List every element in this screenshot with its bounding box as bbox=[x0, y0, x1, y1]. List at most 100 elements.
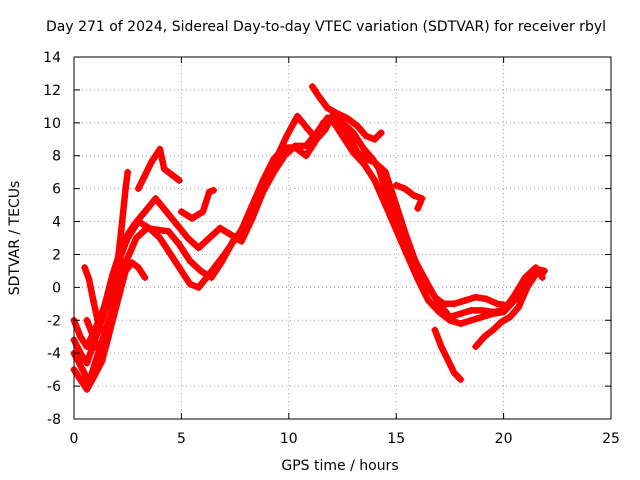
data-point bbox=[332, 109, 340, 117]
x-axis-label: GPS time / hours bbox=[281, 458, 398, 474]
y-tick-label: -2 bbox=[47, 313, 61, 329]
data-point bbox=[497, 318, 505, 326]
data-point bbox=[540, 267, 548, 275]
series-track-5 bbox=[83, 259, 149, 357]
data-point bbox=[111, 283, 119, 291]
data-point bbox=[109, 316, 117, 324]
y-tick-label: 8 bbox=[52, 149, 61, 165]
data-point bbox=[143, 224, 151, 232]
data-point bbox=[98, 326, 106, 334]
series-track-7 bbox=[134, 145, 183, 193]
data-point bbox=[154, 226, 162, 234]
data-point bbox=[482, 295, 490, 303]
data-point bbox=[457, 310, 465, 318]
series-track-10 bbox=[392, 181, 426, 212]
data-point bbox=[83, 343, 91, 351]
data-point bbox=[98, 357, 106, 365]
data-point bbox=[375, 165, 383, 173]
grid bbox=[74, 57, 611, 419]
data-point bbox=[360, 145, 368, 153]
y-tick-label: -4 bbox=[47, 346, 61, 362]
data-point bbox=[89, 297, 97, 305]
data-point bbox=[89, 333, 97, 341]
data-point bbox=[308, 83, 316, 91]
data-point bbox=[437, 343, 445, 351]
plot-frame bbox=[73, 56, 612, 420]
data-point bbox=[122, 267, 130, 275]
data-point bbox=[156, 234, 164, 242]
y-tick-label: 10 bbox=[43, 116, 61, 132]
data-point bbox=[414, 204, 422, 212]
data-point bbox=[343, 114, 351, 122]
data-point bbox=[478, 313, 486, 321]
data-point bbox=[227, 231, 235, 239]
data-point bbox=[360, 160, 368, 168]
data-point bbox=[169, 171, 177, 179]
data-point bbox=[304, 125, 312, 133]
data-point bbox=[293, 112, 301, 120]
data-point bbox=[478, 306, 486, 314]
data-point bbox=[371, 176, 379, 184]
data-point bbox=[461, 297, 469, 305]
data-point bbox=[489, 326, 497, 334]
data-point bbox=[444, 356, 452, 364]
y-tick-label: 0 bbox=[52, 280, 61, 296]
data-point bbox=[76, 333, 84, 341]
data-point bbox=[480, 333, 488, 341]
data-point bbox=[76, 376, 84, 384]
y-axis-label: SDTVAR / TECUs bbox=[7, 181, 23, 296]
data-point bbox=[216, 224, 224, 232]
axis-ticks: 0 5 10 15 20 25 -8 -6 -4 -2 0 2 4 6 8 10 12 14 bbox=[43, 50, 620, 447]
data-point bbox=[175, 176, 183, 184]
data-point bbox=[85, 275, 93, 283]
series-line bbox=[83, 259, 149, 357]
data-point bbox=[272, 155, 280, 163]
series-track-1 bbox=[70, 116, 546, 367]
data-point bbox=[534, 265, 542, 273]
data-point bbox=[128, 259, 136, 267]
data-point bbox=[160, 165, 168, 173]
data-point bbox=[250, 204, 258, 212]
data-point bbox=[323, 104, 331, 112]
data-point bbox=[147, 158, 155, 166]
y-tick-label: 14 bbox=[43, 50, 61, 66]
y-tick-label: 2 bbox=[52, 247, 61, 263]
data-point bbox=[134, 264, 142, 272]
data-point bbox=[186, 257, 194, 265]
data-point bbox=[141, 208, 149, 216]
data-point bbox=[302, 152, 310, 160]
data-point bbox=[188, 214, 196, 222]
series-track-11 bbox=[431, 326, 465, 384]
data-point bbox=[283, 132, 291, 140]
data-point bbox=[418, 195, 426, 203]
data-point bbox=[167, 250, 175, 258]
data-point bbox=[354, 148, 362, 156]
data-point bbox=[354, 122, 362, 130]
data-point bbox=[79, 366, 87, 374]
data-point bbox=[197, 267, 205, 275]
data-point bbox=[83, 316, 91, 324]
data-point bbox=[207, 273, 215, 281]
data-point bbox=[186, 280, 194, 288]
data-point bbox=[100, 303, 108, 311]
y-tick-label: 12 bbox=[43, 83, 61, 99]
data-point bbox=[156, 145, 164, 153]
data-point bbox=[124, 168, 132, 176]
data-point bbox=[175, 241, 183, 249]
data-point bbox=[321, 125, 329, 133]
data-point bbox=[489, 308, 497, 316]
data-point bbox=[384, 195, 392, 203]
data-point bbox=[431, 293, 439, 301]
data-point bbox=[141, 273, 149, 281]
data-point bbox=[392, 181, 400, 189]
data-point bbox=[302, 142, 310, 150]
data-point bbox=[173, 221, 181, 229]
data-point bbox=[210, 186, 218, 194]
data-point bbox=[132, 234, 140, 242]
data-point bbox=[392, 211, 400, 219]
data-point bbox=[291, 142, 299, 150]
series-track-8 bbox=[177, 186, 218, 222]
data-point bbox=[184, 234, 192, 242]
data-point bbox=[162, 208, 170, 216]
